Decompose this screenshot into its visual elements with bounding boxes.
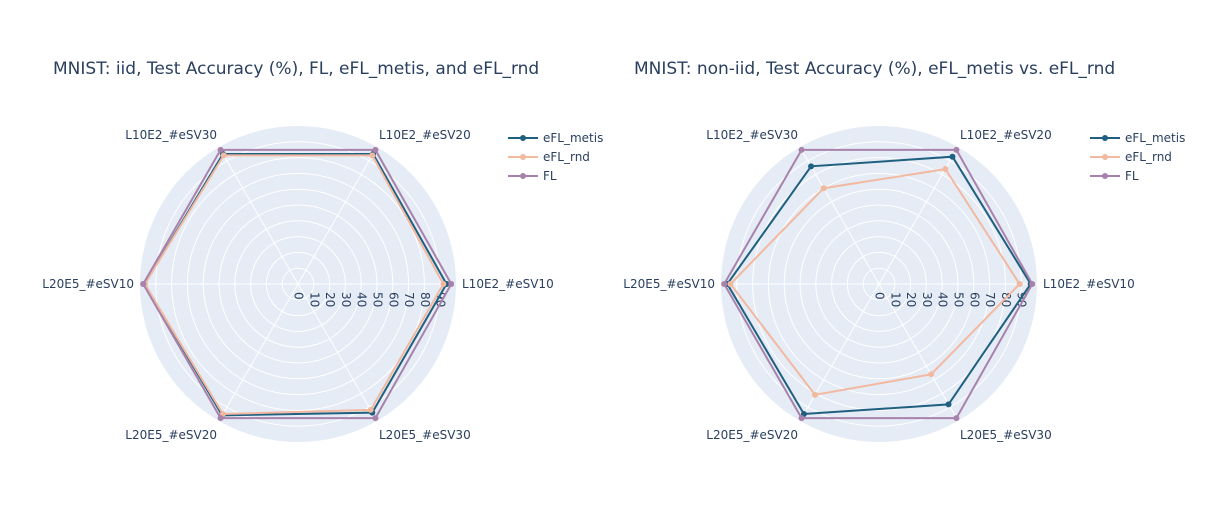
category-label: L20E5_#eSV30: [379, 428, 471, 442]
legend-label: eFL_metis: [1125, 131, 1185, 145]
category-label: L20E5_#eSV20: [706, 428, 798, 442]
angular-gridline: [799, 146, 880, 285]
data-point[interactable]: [945, 401, 952, 408]
data-point[interactable]: [448, 281, 455, 287]
data-point[interactable]: [217, 146, 224, 153]
category-label: L20E5_#eSV30: [960, 428, 1052, 442]
angular-gridline: [799, 283, 880, 422]
legend-label: eFL_rnd: [1125, 150, 1172, 164]
category-label: L20E5_#eSV20: [125, 428, 217, 442]
angular-gridline: [878, 283, 959, 422]
category-label: L10E2_#eSV10: [462, 277, 554, 291]
data-point[interactable]: [820, 185, 827, 192]
radial-tick-label: 30: [339, 292, 353, 307]
data-point[interactable]: [367, 406, 374, 413]
radial-tick-label: 60: [967, 292, 981, 307]
legend-marker: [520, 173, 526, 179]
data-point[interactable]: [727, 281, 734, 287]
data-point[interactable]: [220, 152, 227, 159]
angular-gridline: [297, 146, 378, 285]
legend-marker: [1102, 173, 1108, 179]
legend-item-eFL_metis[interactable]: eFL_metis: [508, 131, 603, 145]
data-point[interactable]: [798, 415, 805, 422]
radar-chart-iid: MNIST: iid, Test Accuracy (%), FL, eFL_m…: [42, 59, 603, 442]
category-label: L10E2_#eSV30: [125, 128, 217, 142]
data-point[interactable]: [798, 146, 805, 153]
data-point[interactable]: [372, 415, 379, 422]
data-point[interactable]: [808, 163, 815, 170]
legend-label: eFL_rnd: [543, 150, 590, 164]
category-label: L10E2_#eSV20: [960, 128, 1052, 142]
data-point[interactable]: [928, 371, 935, 378]
radial-tick-label: 20: [904, 292, 918, 307]
data-point[interactable]: [140, 281, 147, 287]
data-point[interactable]: [217, 415, 224, 422]
radial-tick-label: 30: [920, 292, 934, 307]
chart-title: MNIST: iid, Test Accuracy (%), FL, eFL_m…: [53, 59, 539, 79]
legend-marker: [520, 135, 526, 141]
legend-item-FL[interactable]: FL: [508, 169, 557, 183]
legend-marker: [1102, 154, 1108, 160]
data-point[interactable]: [1029, 281, 1036, 287]
radial-tick-label: 60: [386, 292, 400, 307]
radar-chart-non-iid: MNIST: non-iid, Test Accuracy (%), eFL_m…: [623, 59, 1185, 442]
radial-tick-label: 0: [873, 292, 887, 300]
data-point[interactable]: [949, 153, 956, 160]
legend-item-eFL_rnd[interactable]: eFL_rnd: [508, 150, 590, 164]
category-label: L20E5_#eSV10: [42, 277, 134, 291]
radial-tick-label: 70: [402, 292, 416, 307]
radial-tick-label: 50: [371, 292, 385, 307]
radial-tick-label: 80: [418, 292, 432, 307]
data-point[interactable]: [812, 391, 819, 398]
radial-tick-label: 10: [888, 292, 902, 307]
data-point[interactable]: [953, 146, 960, 153]
angular-gridline: [218, 283, 299, 422]
series-FL: [140, 146, 455, 422]
radial-tick-label: 40: [936, 292, 950, 307]
data-point[interactable]: [942, 166, 949, 173]
legend-label: FL: [1125, 169, 1139, 183]
legend-marker: [520, 154, 526, 160]
radial-tick-label: 70: [983, 292, 997, 307]
legend-marker: [1102, 135, 1108, 141]
legend-label: FL: [543, 169, 557, 183]
category-label: L10E2_#eSV10: [1043, 277, 1135, 291]
radial-tick-label: 20: [323, 292, 337, 307]
angular-gridline: [218, 146, 299, 285]
series-eFL_rnd: [727, 166, 1023, 398]
category-label: L10E2_#eSV30: [706, 128, 798, 142]
category-label: L10E2_#eSV20: [379, 128, 471, 142]
chart-title: MNIST: non-iid, Test Accuracy (%), eFL_m…: [634, 59, 1115, 79]
radial-tick-label: 0: [292, 292, 306, 300]
series-FL: [721, 146, 1036, 422]
legend-item-eFL_metis[interactable]: eFL_metis: [1090, 131, 1185, 145]
data-point[interactable]: [1016, 281, 1023, 287]
radial-tick-label: 50: [952, 292, 966, 307]
data-point[interactable]: [721, 281, 728, 287]
data-point[interactable]: [440, 281, 447, 287]
data-point[interactable]: [369, 152, 376, 159]
radial-tick-label: 10: [307, 292, 321, 307]
data-point[interactable]: [372, 146, 379, 153]
radial-tick-label: 40: [355, 292, 369, 307]
legend-item-FL[interactable]: FL: [1090, 169, 1139, 183]
angular-gridline: [297, 283, 378, 422]
legend-item-eFL_rnd[interactable]: eFL_rnd: [1090, 150, 1172, 164]
category-label: L20E5_#eSV10: [623, 277, 715, 291]
data-point[interactable]: [953, 415, 960, 422]
legend-label: eFL_metis: [543, 131, 603, 145]
